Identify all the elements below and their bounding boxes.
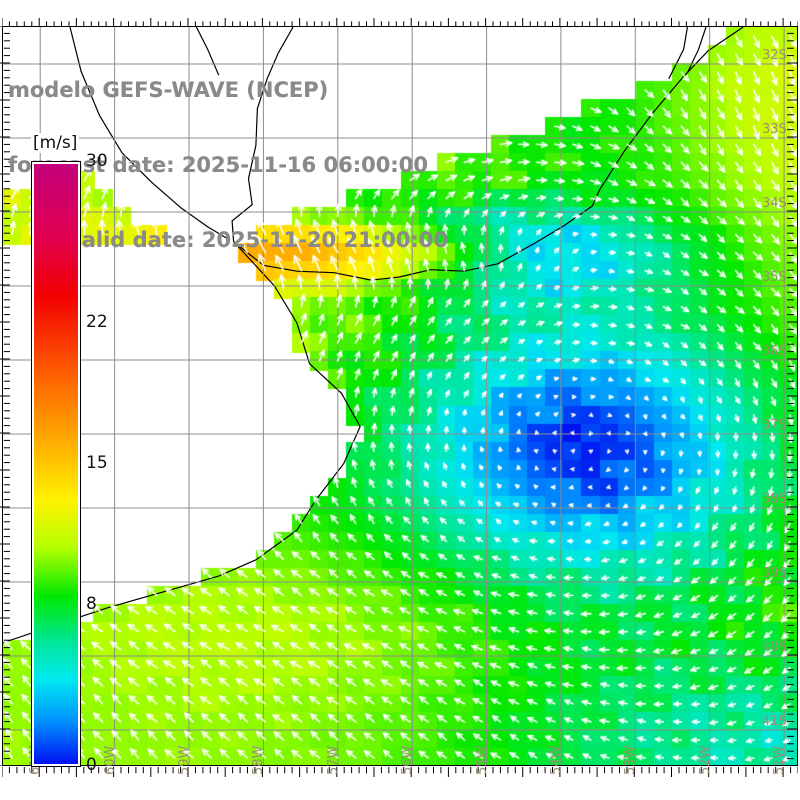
colorbar-tick-8: 8: [86, 593, 97, 614]
lon-label-55W: 55W: [474, 745, 490, 775]
left-tick-ruler: [0, 26, 10, 766]
colorbar-tick-15: 15: [86, 453, 108, 473]
top-tick-ruler: [2, 18, 798, 27]
map-plot-area: [2, 26, 798, 766]
lon-label-53W: 53W: [623, 745, 639, 775]
colorbar-gradient: [34, 164, 78, 764]
colorbar-unit-label: [m/s]: [31, 133, 80, 153]
lat-label-33S: 33S: [762, 122, 787, 137]
lon-label-54W: 54W: [548, 745, 564, 775]
lat-label-37S: 37S: [762, 418, 787, 433]
lat-label-39S: 39S: [762, 566, 787, 581]
colorbar-tick-0: 0: [86, 755, 97, 775]
right-tick-ruler: [787, 26, 798, 766]
title-forecast-date: forecast date: 2025-11-16 06:00:00: [8, 153, 428, 177]
lat-label-38S: 38S: [762, 492, 787, 507]
colorbar-swatch: [32, 162, 80, 766]
colorbar-tick-22: 22: [86, 312, 108, 333]
lat-label-41S: 41S: [762, 714, 787, 729]
wind-vector-arrows: [3, 27, 797, 765]
chart-title-block: modelo GEFS-WAVE (NCEP) forecast date: 2…: [8, 28, 508, 303]
lon-label-60W: 60W: [102, 745, 118, 775]
lat-label-35S: 35S: [762, 270, 787, 285]
lat-label-32S: 32S: [762, 48, 787, 63]
lon-label-57W: 57W: [325, 745, 341, 775]
lon-label-56W: 56W: [400, 745, 416, 775]
bottom-tick-ruler: [2, 767, 798, 777]
lon-label-59W: 59W: [176, 745, 192, 775]
lat-label-34S: 34S: [762, 196, 787, 211]
colorbar-tick-30: 30: [86, 151, 108, 171]
title-model-line: modelo GEFS-WAVE (NCEP): [8, 78, 329, 102]
lat-label-40S: 40S: [762, 640, 787, 655]
lat-label-36S: 36S: [762, 344, 787, 359]
title-valid-date: valid date: 2025-11-20 21:00:00: [68, 228, 448, 252]
lon-label-52W: 52W: [697, 745, 713, 775]
lon-label-51W: 51W: [772, 745, 788, 775]
lon-label-58W: 58W: [251, 745, 267, 775]
